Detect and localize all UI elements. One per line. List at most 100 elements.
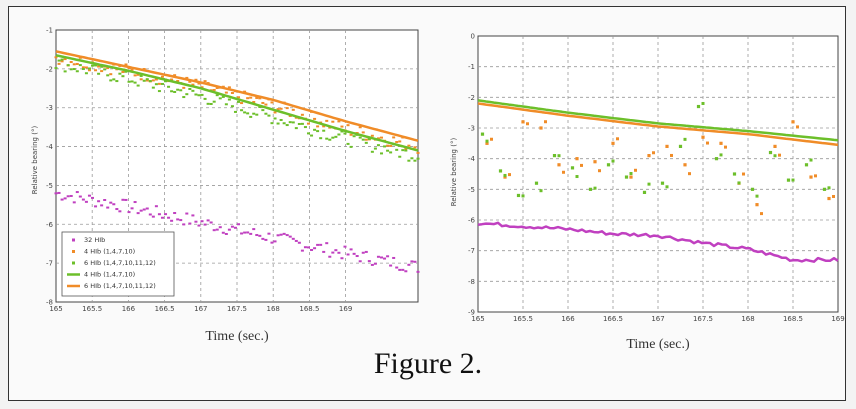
chart-left: 165 165.5 166 166.5 167 167.5 168 168.5 169 -1 -2 -…: [31, 27, 420, 344]
series-point: [407, 263, 411, 266]
series-point: [97, 200, 101, 203]
series-point: [209, 221, 213, 224]
series-point: [203, 97, 207, 100]
series-point: [575, 175, 579, 179]
series-point: [285, 107, 289, 110]
series-point: [206, 102, 210, 105]
series-point: [616, 137, 619, 141]
series-point: [75, 62, 79, 65]
series-point: [624, 175, 629, 179]
series-point: [498, 169, 503, 173]
series-point: [288, 121, 292, 124]
series-point: [233, 110, 237, 113]
series-point: [701, 101, 705, 105]
y-tick-label: -4: [468, 155, 476, 163]
series-point: [215, 228, 219, 231]
series-point: [778, 153, 781, 157]
series-point: [206, 219, 210, 222]
series-point: [87, 67, 91, 70]
series-point: [133, 81, 137, 84]
series-point: [343, 245, 347, 248]
series-point: [331, 251, 335, 254]
series-point: [629, 172, 633, 176]
series-point: [270, 122, 274, 125]
series-point: [215, 86, 219, 89]
series-point: [112, 203, 116, 206]
series-point: [404, 148, 408, 151]
series-point: [240, 232, 244, 235]
series-point: [124, 198, 128, 201]
legend-label: 6 HIb (1,4,7,10,11,12): [84, 259, 156, 267]
series-point: [84, 72, 88, 75]
series-point: [580, 163, 583, 167]
series-point: [249, 115, 253, 118]
series-point: [237, 100, 241, 103]
series-point: [503, 175, 507, 179]
series-point: [786, 178, 791, 182]
series-point: [755, 194, 759, 198]
series-point: [598, 169, 601, 173]
series-line: [55, 50, 419, 142]
series-point: [719, 153, 723, 157]
series-point: [737, 181, 741, 185]
series-point: [75, 191, 79, 194]
series-point: [218, 97, 222, 100]
x-tick-label: 166.5: [155, 305, 175, 313]
series-point: [142, 68, 146, 71]
series-point: [665, 144, 669, 148]
series-point: [755, 203, 759, 207]
series-point: [732, 172, 737, 176]
series-point: [404, 149, 408, 152]
series-point: [203, 80, 207, 83]
series-point: [57, 191, 61, 194]
series-point: [389, 144, 393, 147]
series-point: [118, 210, 122, 213]
series-point: [480, 132, 485, 136]
series-point: [593, 160, 597, 164]
x-tick-label: 168.5: [783, 315, 803, 323]
series-point: [60, 58, 64, 61]
series-point: [416, 270, 420, 273]
series-point: [276, 122, 280, 125]
series-point: [54, 56, 58, 59]
series-point: [358, 126, 362, 129]
series-2: [54, 58, 420, 162]
series-point: [240, 102, 244, 105]
series-point: [255, 113, 259, 116]
x-tick-label: 166.5: [603, 315, 623, 323]
series-point: [291, 121, 295, 124]
series-point: [364, 141, 368, 144]
series-point: [252, 228, 256, 231]
series-point: [364, 138, 368, 141]
series-point: [224, 103, 228, 106]
series-point: [121, 75, 125, 78]
series-point: [97, 72, 101, 75]
series-point: [401, 149, 405, 152]
series-point: [273, 111, 277, 114]
series-point: [407, 159, 411, 162]
series-point: [340, 257, 344, 260]
legend-swatch: [72, 250, 75, 253]
series-point: [804, 163, 809, 167]
series-point: [279, 107, 283, 110]
series-point: [203, 223, 207, 226]
series-point: [151, 215, 155, 218]
y-tick-label: -9: [468, 309, 475, 317]
series-point: [796, 125, 799, 129]
series-point: [322, 125, 326, 128]
series-point: [261, 101, 265, 104]
series-point: [154, 78, 158, 81]
series-point: [376, 255, 380, 258]
x-tick-label: 167: [194, 305, 207, 313]
series-point: [136, 84, 140, 87]
y-tick-label: -6: [46, 221, 54, 229]
legend: 32 HIb 4 HIb (1,4,7,10) 6 HIb (1,4,7,10,11…: [61, 231, 175, 297]
series-point: [291, 237, 295, 240]
series-point: [544, 120, 547, 124]
series-point: [742, 172, 745, 176]
series-point: [188, 222, 192, 225]
series-point: [724, 145, 727, 149]
series-point: [413, 146, 417, 149]
series-point: [130, 68, 134, 71]
series-point: [827, 186, 831, 190]
